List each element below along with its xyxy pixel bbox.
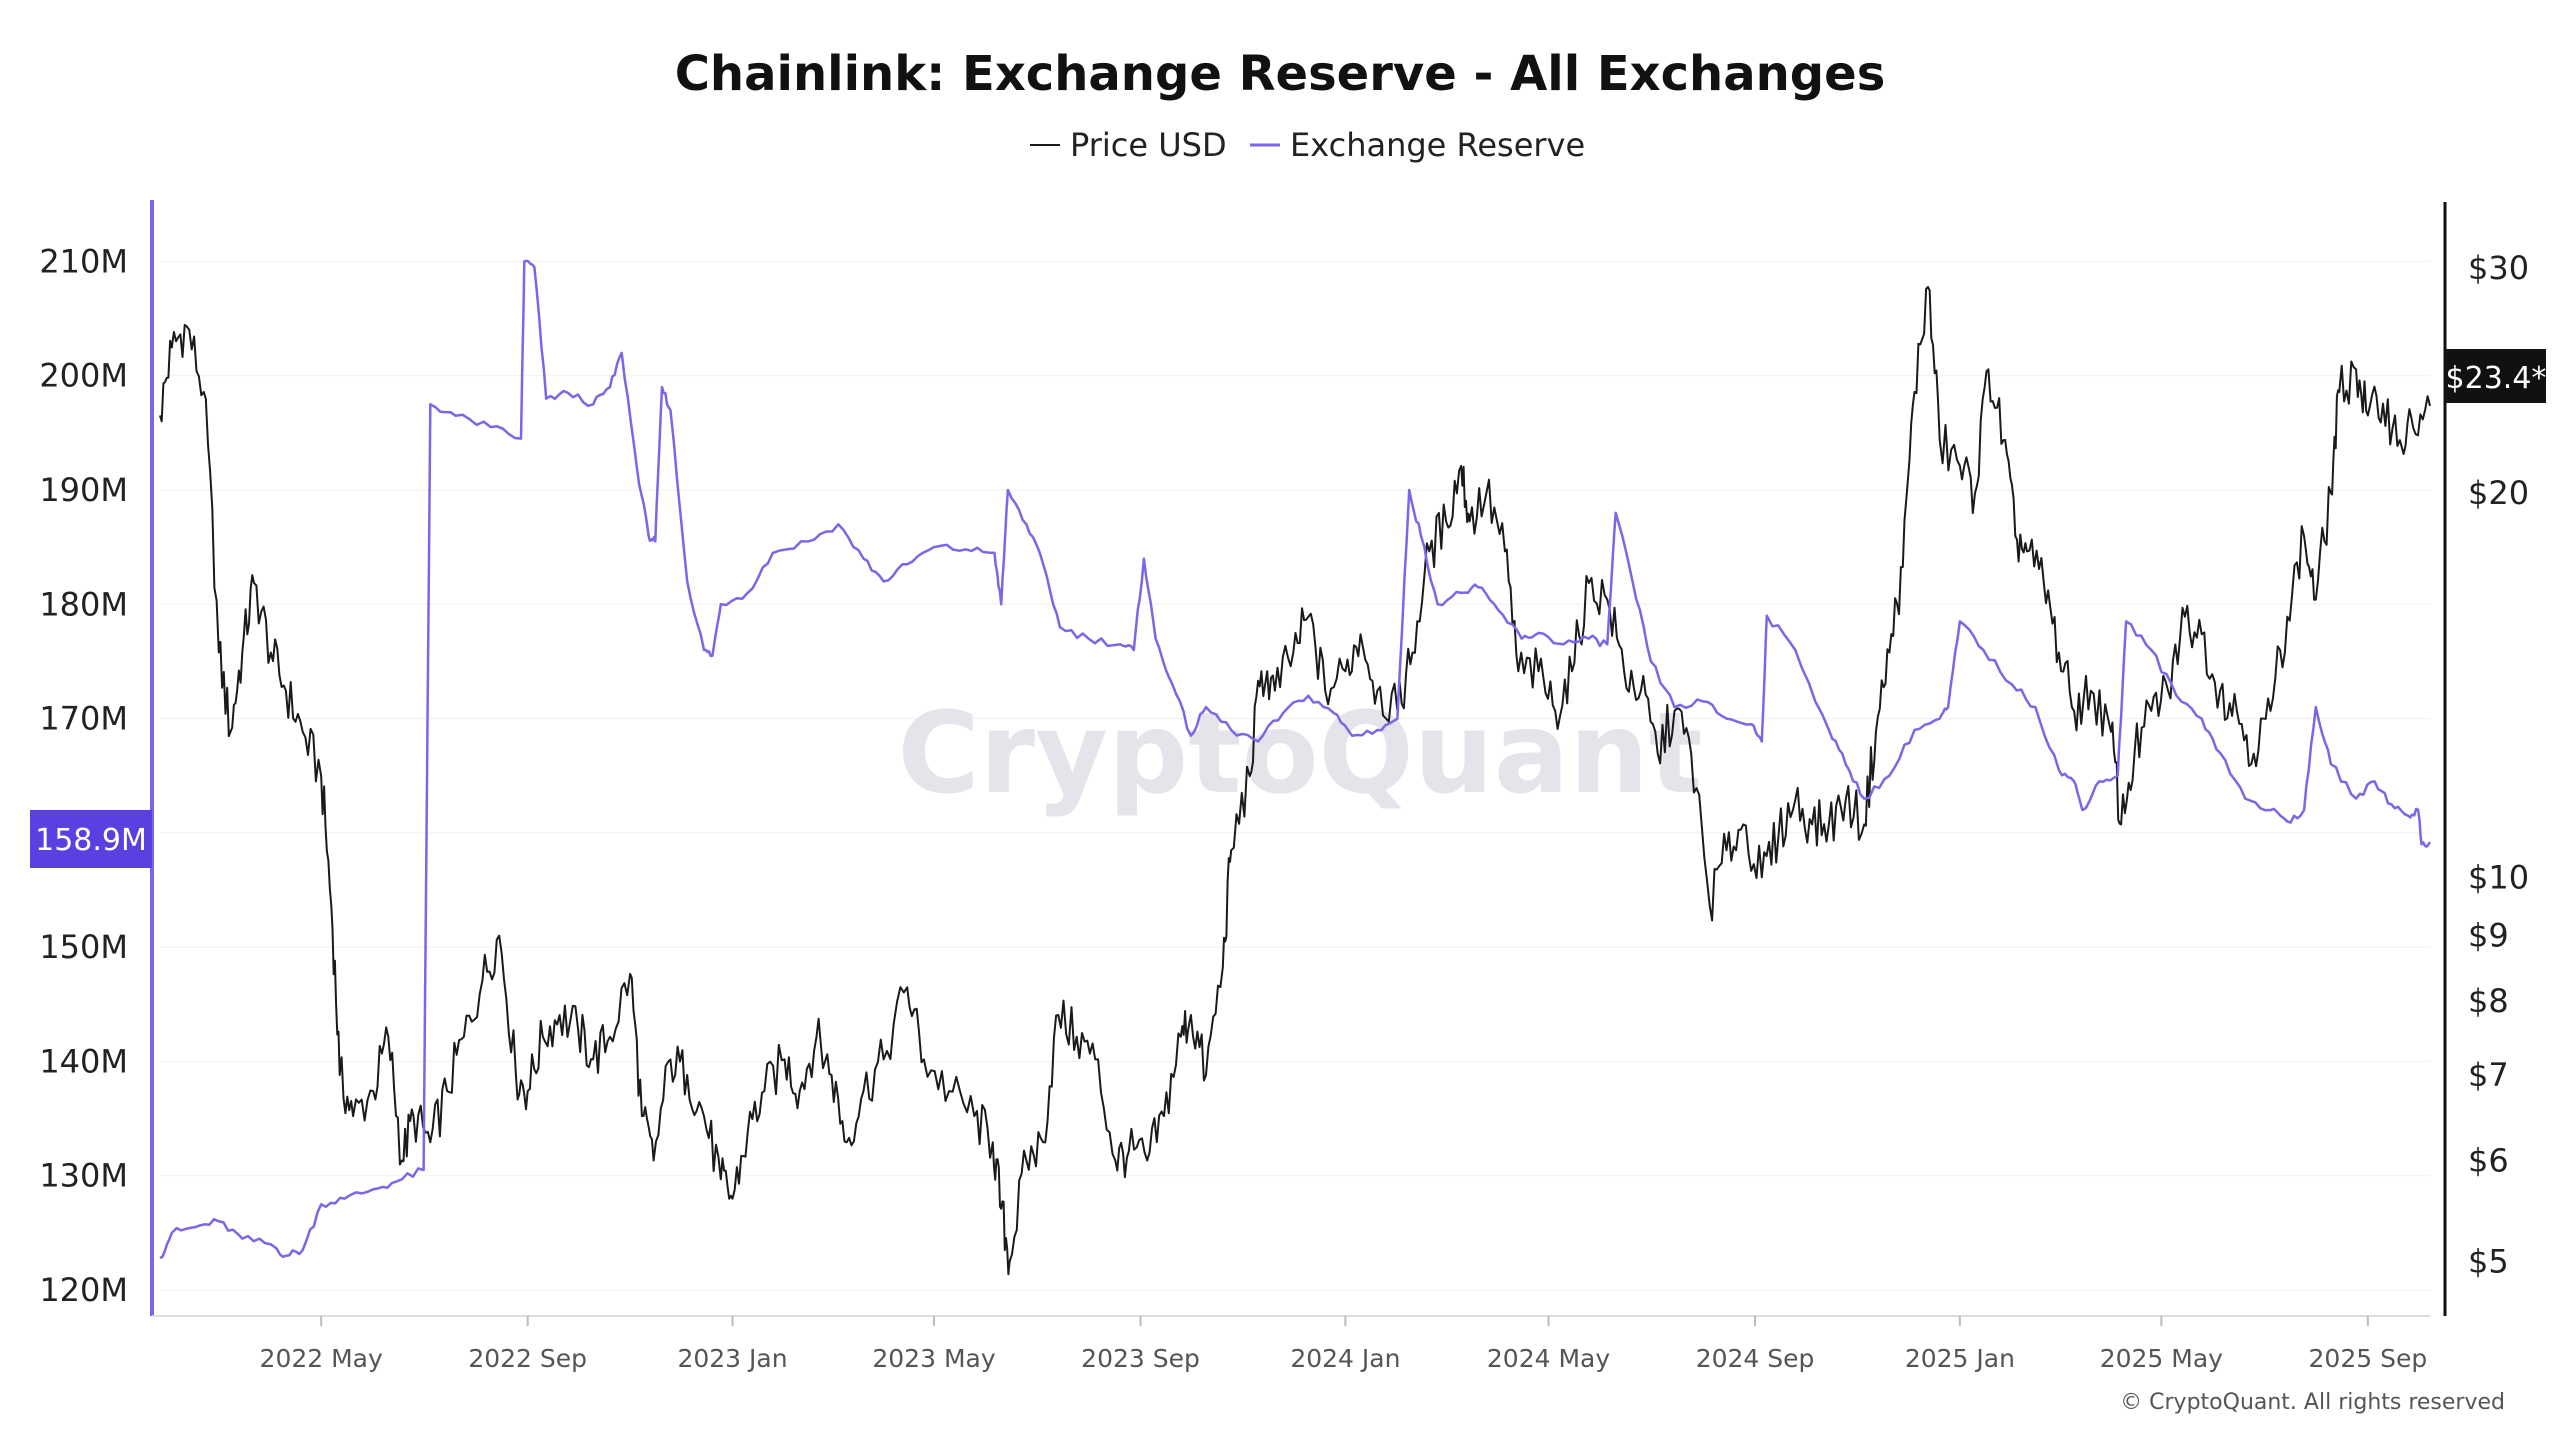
right-tick-label: $6	[2468, 1141, 2509, 1179]
right-current-badge: $23.4*	[2446, 349, 2547, 403]
right-tick-label: $8	[2468, 982, 2509, 1020]
chart-title: Chainlink: Exchange Reserve - All Exchan…	[675, 46, 1886, 102]
x-tick-label: 2024 Sep	[1696, 1344, 1815, 1373]
right-axis-ticks: $5 $6 $7 $8 $9 $10 $20 $30	[2468, 249, 2529, 1280]
left-tick-label: 170M	[39, 700, 128, 738]
left-tick-label: 120M	[39, 1271, 128, 1309]
right-tick-label: $9	[2468, 917, 2509, 955]
left-tick-label: 210M	[39, 242, 128, 280]
x-tick-label: 2024 May	[1487, 1344, 1610, 1373]
left-axis-ticks: 120M130M140M150M160M170M180M190M200M210M	[39, 242, 128, 1309]
exchange-reserve-line	[159, 259, 2432, 1260]
x-tick-label: 2023 Jan	[677, 1344, 787, 1373]
price-usd-line	[159, 286, 2431, 1276]
left-tick-label: 150M	[39, 928, 128, 966]
legend-price-label: Price USD	[1070, 126, 1227, 164]
right-tick-label: $5	[2468, 1243, 2509, 1281]
x-axis-ticks: 2022 May 2022 Sep 2023 Jan 2023 May 2023 Sep…	[260, 1316, 2428, 1373]
left-current-badge-label: 158.9M	[35, 823, 147, 858]
watermark-text: CryptoQuant	[898, 689, 1703, 819]
right-tick-label: $7	[2468, 1056, 2509, 1094]
x-tick-label: 2023 Sep	[1081, 1344, 1200, 1373]
x-tick-label: 2024 Jan	[1290, 1344, 1400, 1373]
gridlines	[160, 260, 2430, 1291]
copyright-text: © CryptoQuant. All rights reserved	[2120, 1390, 2505, 1415]
right-current-badge-bg	[2446, 349, 2546, 403]
right-tick-label: $20	[2468, 474, 2529, 512]
left-current-badge: 158.9M	[30, 810, 152, 868]
x-tick-label: 2025 Sep	[2309, 1344, 2428, 1373]
right-tick-label: $10	[2468, 858, 2529, 896]
legend: Price USD Exchange Reserve	[1030, 126, 1585, 164]
legend-reserve-label: Exchange Reserve	[1290, 126, 1585, 164]
right-tick-label: $30	[2468, 249, 2529, 287]
left-tick-label: 200M	[39, 357, 128, 395]
left-tick-label: 140M	[39, 1042, 128, 1080]
left-current-badge-bg	[30, 810, 152, 868]
series-layer	[159, 259, 2432, 1276]
x-tick-label: 2022 May	[260, 1344, 383, 1373]
watermark: CryptoQuant	[898, 689, 1703, 819]
x-tick-label: 2022 Sep	[468, 1344, 587, 1373]
left-tick-label: 130M	[39, 1157, 128, 1195]
x-tick-label: 2023 May	[872, 1344, 995, 1373]
x-tick-label: 2025 Jan	[1905, 1344, 2015, 1373]
x-tick-label: 2025 May	[2100, 1344, 2223, 1373]
right-current-badge-label: $23.4*	[2446, 361, 2547, 396]
left-tick-label: 180M	[39, 585, 128, 623]
left-tick-label: 190M	[39, 471, 128, 509]
